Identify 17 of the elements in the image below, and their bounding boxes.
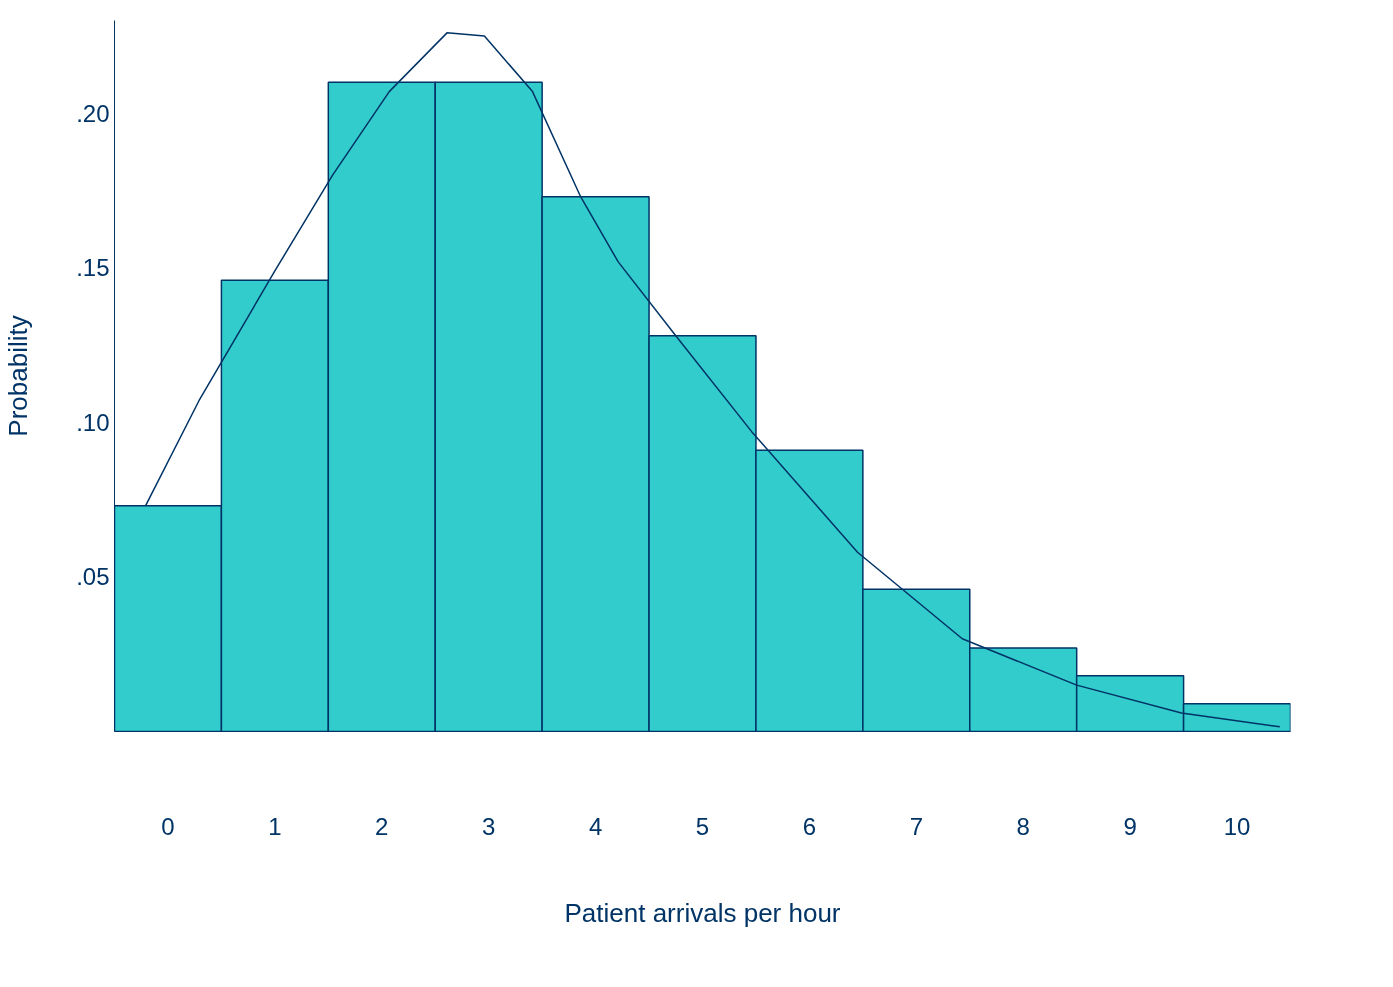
x-tick-label: 6 [802, 812, 817, 840]
x-tick-label: 0 [161, 812, 175, 840]
x-tick-label: 5 [695, 812, 710, 840]
y-axis-title: Probability [3, 315, 34, 437]
x-tick-label: 4 [588, 812, 603, 840]
x-axis-title: Patient arrivals per hour [564, 897, 841, 928]
y-tick-label: .10 [76, 408, 110, 436]
x-tick-label: 9 [1123, 812, 1137, 840]
x-tick-label: 10 [1223, 812, 1251, 840]
y-tick-label: .20 [76, 99, 110, 127]
x-tick-label: 2 [375, 812, 389, 840]
x-tick-label: 7 [909, 812, 923, 840]
y-tick-label: .15 [76, 254, 110, 282]
y-tick-label: .05 [76, 563, 110, 591]
x-tick-label: 8 [1016, 812, 1030, 840]
x-tick-label: 3 [482, 812, 496, 840]
x-tick-label: 1 [268, 812, 282, 840]
